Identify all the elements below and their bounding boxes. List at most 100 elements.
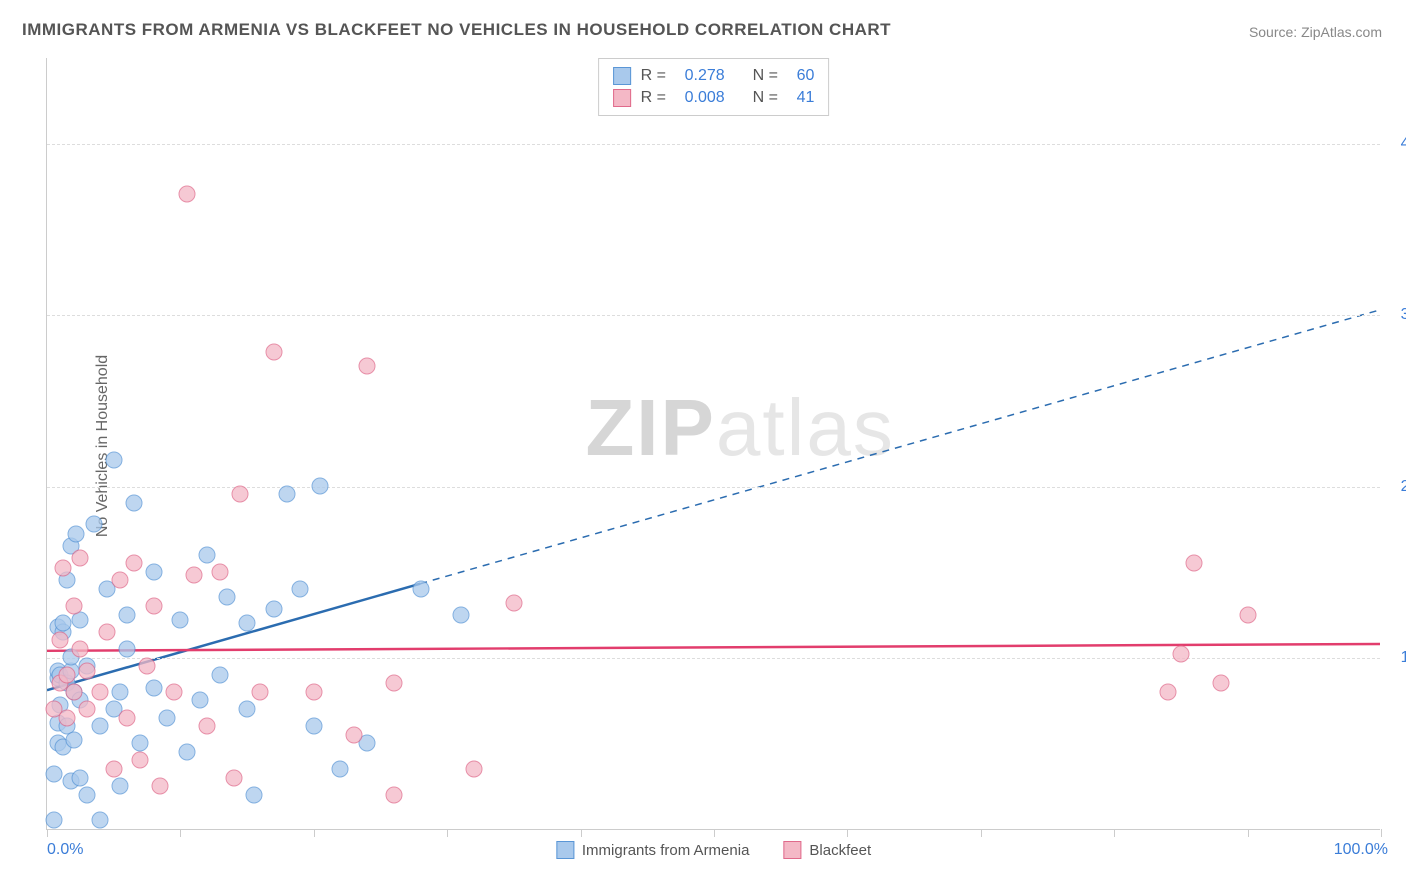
scatter-point: [119, 709, 136, 726]
scatter-point: [452, 606, 469, 623]
source-name: ZipAtlas.com: [1301, 24, 1382, 40]
scatter-point: [212, 666, 229, 683]
x-tick: [314, 829, 315, 837]
scatter-point: [112, 778, 129, 795]
scatter-point: [145, 563, 162, 580]
x-tick: [447, 829, 448, 837]
scatter-point: [192, 692, 209, 709]
scatter-point: [1172, 646, 1189, 663]
x-axis-max-label: 100.0%: [1334, 841, 1388, 859]
chart-title: IMMIGRANTS FROM ARMENIA VS BLACKFEET NO …: [22, 20, 891, 40]
swatch-series-1: [613, 67, 631, 85]
legend-swatch-1: [556, 841, 574, 859]
x-tick: [47, 829, 48, 837]
y-tick-label: 40.0%: [1401, 135, 1406, 153]
scatter-point: [385, 786, 402, 803]
scatter-point: [232, 486, 249, 503]
x-tick: [981, 829, 982, 837]
scatter-point: [68, 525, 85, 542]
x-tick: [581, 829, 582, 837]
scatter-point: [55, 560, 72, 577]
r-value-2: 0.008: [685, 89, 743, 107]
legend: Immigrants from Armenia Blackfeet: [556, 841, 871, 859]
scatter-point: [345, 726, 362, 743]
scatter-point: [279, 486, 296, 503]
legend-item-1: Immigrants from Armenia: [556, 841, 750, 859]
scatter-point: [1239, 606, 1256, 623]
scatter-point: [239, 700, 256, 717]
scatter-point: [119, 606, 136, 623]
scatter-point: [265, 344, 282, 361]
gridline: [47, 144, 1380, 145]
scatter-point: [305, 718, 322, 735]
r-value-1: 0.278: [685, 67, 743, 85]
scatter-point: [55, 615, 72, 632]
scatter-point: [292, 580, 309, 597]
scatter-point: [72, 769, 89, 786]
scatter-point: [312, 477, 329, 494]
scatter-point: [112, 683, 129, 700]
scatter-point: [465, 760, 482, 777]
r-label-1: R =: [641, 67, 675, 85]
n-label-2: N =: [753, 89, 787, 107]
swatch-series-2: [613, 89, 631, 107]
scatter-point: [79, 786, 96, 803]
scatter-point: [92, 683, 109, 700]
x-tick: [847, 829, 848, 837]
gridline: [47, 487, 1380, 488]
source-attribution: Source: ZipAtlas.com: [1249, 24, 1382, 40]
scatter-point: [125, 555, 142, 572]
scatter-point: [45, 766, 62, 783]
scatter-point: [505, 594, 522, 611]
scatter-point: [112, 572, 129, 589]
scatter-point: [239, 615, 256, 632]
scatter-point: [185, 567, 202, 584]
scatter-point: [119, 640, 136, 657]
scatter-point: [265, 601, 282, 618]
scatter-point: [139, 658, 156, 675]
scatter-point: [212, 563, 229, 580]
scatter-point: [45, 812, 62, 829]
n-label-1: N =: [753, 67, 787, 85]
scatter-point: [132, 735, 149, 752]
scatter-point: [219, 589, 236, 606]
watermark-part1: ZIP: [585, 383, 715, 472]
scatter-point: [145, 597, 162, 614]
scatter-point: [59, 709, 76, 726]
chart-area: ZIPatlas R = 0.278 N = 60 R = 0.008 N = …: [46, 58, 1380, 830]
scatter-point: [59, 666, 76, 683]
y-tick-label: 30.0%: [1401, 306, 1406, 324]
watermark-part2: atlas: [716, 383, 895, 472]
x-tick: [180, 829, 181, 837]
stats-row-1: R = 0.278 N = 60: [613, 65, 815, 87]
legend-label-2: Blackfeet: [809, 842, 871, 859]
legend-item-2: Blackfeet: [783, 841, 871, 859]
scatter-point: [412, 580, 429, 597]
source-label: Source:: [1249, 24, 1297, 40]
scatter-point: [332, 760, 349, 777]
scatter-point: [92, 812, 109, 829]
scatter-point: [245, 786, 262, 803]
scatter-point: [252, 683, 269, 700]
scatter-point: [159, 709, 176, 726]
y-tick-label: 20.0%: [1401, 478, 1406, 496]
scatter-point: [165, 683, 182, 700]
x-tick: [714, 829, 715, 837]
scatter-point: [179, 743, 196, 760]
stats-box: R = 0.278 N = 60 R = 0.008 N = 41: [598, 58, 830, 116]
scatter-point: [1186, 555, 1203, 572]
scatter-point: [225, 769, 242, 786]
scatter-point: [132, 752, 149, 769]
scatter-point: [92, 718, 109, 735]
scatter-point: [125, 495, 142, 512]
scatter-point: [152, 778, 169, 795]
scatter-point: [79, 700, 96, 717]
r-label-2: R =: [641, 89, 675, 107]
scatter-point: [199, 546, 216, 563]
stats-row-2: R = 0.008 N = 41: [613, 87, 815, 109]
scatter-point: [65, 731, 82, 748]
legend-swatch-2: [783, 841, 801, 859]
scatter-point: [172, 611, 189, 628]
scatter-point: [72, 640, 89, 657]
x-axis-min-label: 0.0%: [47, 841, 83, 859]
